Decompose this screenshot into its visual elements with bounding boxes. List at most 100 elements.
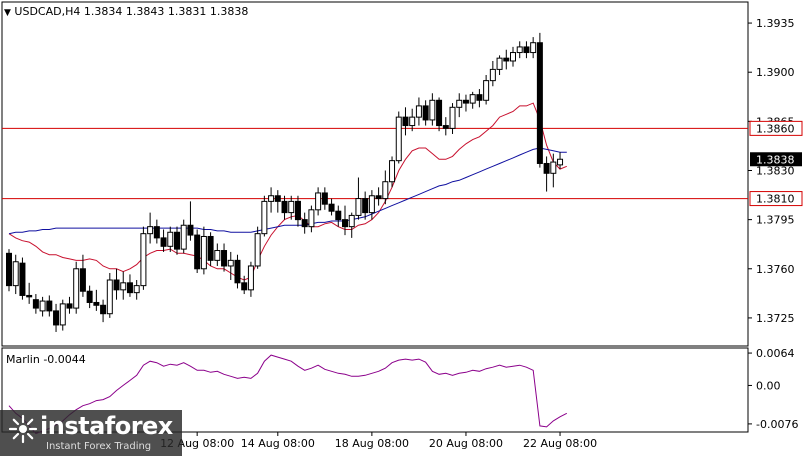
candle-body (429, 99, 436, 121)
candle-body (328, 203, 335, 212)
candle-body (106, 279, 113, 315)
candle-body (100, 304, 107, 315)
candle-body (194, 234, 201, 270)
level-price-box (749, 120, 803, 136)
candle-body (281, 200, 288, 214)
indicator-pane-border (1, 347, 749, 433)
candle (214, 243, 221, 266)
level-price-label: 1.3860 (756, 122, 795, 135)
ma-red-line (8, 102, 567, 281)
candle-body (53, 310, 60, 326)
candle-body (86, 290, 93, 303)
candle-body (167, 231, 174, 247)
candle (12, 254, 19, 295)
candle (510, 46, 516, 67)
candle (66, 296, 73, 314)
candle-body (19, 262, 26, 296)
candle (113, 268, 120, 300)
candle-body (489, 68, 496, 82)
ma-blue-line (8, 147, 567, 235)
instaforex-logo-icon (8, 414, 38, 444)
candle (395, 111, 402, 164)
current-price-label: 1.3838 (756, 153, 795, 166)
candle-body (496, 57, 503, 70)
candle (557, 152, 564, 170)
candlesticks (6, 32, 564, 332)
candle (328, 198, 335, 216)
candle-body (449, 106, 456, 129)
candle (442, 117, 449, 136)
candle (469, 91, 476, 109)
candle-body (342, 219, 348, 228)
candle (536, 32, 543, 168)
candle (489, 60, 496, 87)
candle (133, 280, 140, 300)
dropdown-triangle-icon[interactable]: ▼ (4, 8, 11, 18)
candle (456, 93, 463, 118)
level-price-box (749, 191, 803, 207)
candle (355, 177, 362, 220)
current-price-box (750, 152, 802, 167)
indicator-axis: 0.0064 0.00 -0.0076 (748, 347, 798, 431)
candle-body (301, 219, 308, 228)
candle-body (32, 299, 39, 309)
candle (335, 205, 342, 227)
candle-body (73, 268, 80, 309)
candle-body (422, 105, 429, 121)
candle-body (79, 268, 86, 292)
candle (200, 226, 207, 275)
candle (402, 107, 409, 136)
candle (79, 254, 86, 297)
candle (167, 226, 174, 252)
candle-body (483, 80, 490, 101)
candle-body (187, 224, 194, 236)
candle-body (557, 158, 564, 166)
candle (516, 41, 523, 59)
candle-body (530, 42, 537, 54)
candle-body (348, 214, 355, 228)
candle (315, 187, 322, 216)
time-tick-label: 20 Aug 08:00 (429, 437, 503, 450)
candle-body (321, 192, 328, 205)
candle (19, 257, 26, 300)
candle-body (288, 200, 295, 214)
candle (321, 187, 328, 210)
candle (221, 243, 228, 272)
candle-body (214, 250, 221, 261)
candle (274, 190, 281, 213)
candle (550, 153, 557, 188)
candle-body (268, 195, 275, 202)
candle (523, 41, 530, 59)
candle-body (227, 259, 234, 267)
candle (348, 212, 355, 238)
candle (153, 219, 160, 244)
candle (227, 251, 234, 281)
candle (32, 294, 39, 314)
candle-body (200, 235, 207, 270)
candle-body (59, 303, 66, 326)
candle (308, 205, 315, 233)
candle (422, 100, 429, 126)
candle (73, 261, 80, 314)
candle (449, 103, 456, 134)
candle (160, 229, 167, 252)
candle-body (503, 57, 510, 62)
moving-averages (8, 102, 567, 281)
time-tick-label: 14 Aug 08:00 (241, 437, 315, 450)
candle (362, 191, 369, 220)
candle-body (409, 116, 416, 127)
candle (120, 271, 127, 300)
candle (126, 274, 133, 297)
candle-body (120, 282, 127, 291)
candle-body (543, 162, 550, 174)
candle (409, 108, 416, 132)
candle-body (6, 252, 12, 287)
price-tick-label: 1.3795 (756, 214, 795, 227)
candle-body (254, 233, 261, 267)
candle-body (221, 250, 228, 267)
candle-body (536, 42, 543, 164)
candle (368, 190, 375, 220)
candle-body (26, 294, 33, 298)
candle-body (510, 52, 516, 62)
indicator-tick-label: 0.0064 (756, 347, 795, 360)
